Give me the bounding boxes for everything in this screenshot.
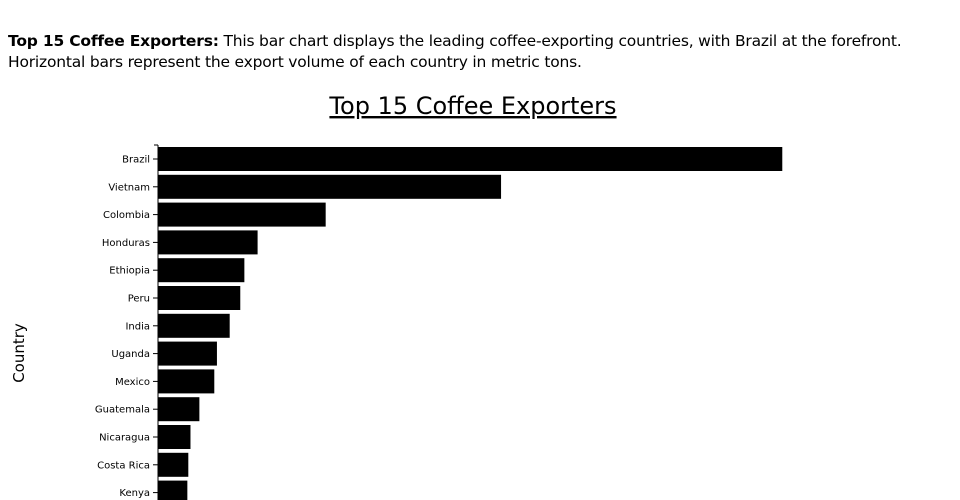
y-tick-label: India	[125, 321, 150, 332]
y-tick-label: Honduras	[102, 238, 150, 249]
bar-uganda	[158, 341, 217, 366]
y-tick-label: Kenya	[119, 488, 150, 499]
plot-area: Brazil Vietnam Colombia Honduras Ethiopia Per…	[95, 144, 783, 500]
y-tick-label: Uganda	[111, 349, 150, 360]
bar-india	[158, 313, 230, 338]
bar-vietnam	[158, 174, 502, 199]
y-tick-label: Costa Rica	[97, 460, 150, 471]
y-tick-label: Guatemala	[95, 405, 150, 416]
y-tick-label: Brazil	[122, 155, 150, 166]
bar-ethiopia	[158, 258, 245, 283]
bar-nicaragua	[158, 425, 191, 449]
caption-text: This bar chart displays the leading coff…	[8, 32, 902, 71]
chart-caption: Top 15 Coffee Exporters: This bar chart …	[8, 31, 956, 73]
y-tick-label: Peru	[128, 294, 150, 305]
y-tick-label: Nicaragua	[99, 433, 150, 444]
bar-colombia	[158, 202, 326, 227]
bar-guatemala	[158, 397, 200, 422]
bar-brazil	[158, 147, 783, 171]
y-tick-label: Ethiopia	[109, 266, 150, 277]
bar-mexico	[158, 369, 215, 394]
bar-kenya	[158, 480, 188, 500]
y-axis-label: Country	[10, 323, 28, 383]
bar-peru	[158, 286, 241, 310]
bar-honduras	[158, 230, 258, 255]
chart-title: Top 15 Coffee Exporters	[328, 92, 616, 120]
y-tick-label: Vietnam	[108, 182, 150, 193]
caption-title: Top 15 Coffee Exporters:	[8, 32, 219, 50]
y-tick-label: Colombia	[103, 210, 150, 221]
bar-costa-rica	[158, 452, 189, 477]
y-tick-label: Mexico	[115, 377, 150, 388]
